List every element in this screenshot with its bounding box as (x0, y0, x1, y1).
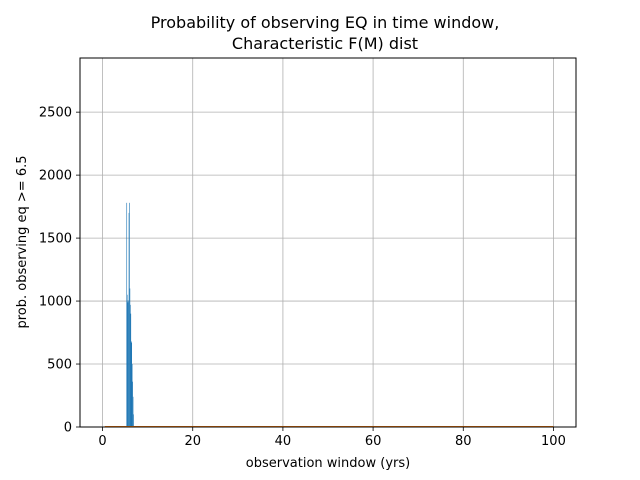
histogram-bar (133, 414, 134, 427)
histogram-bar (127, 300, 129, 427)
x-tick-label: 20 (184, 434, 201, 449)
y-tick-label: 2000 (39, 169, 72, 184)
x-tick-label: 0 (98, 434, 106, 449)
x-tick-label: 60 (365, 434, 382, 449)
x-gridlines (102, 58, 554, 427)
y-tick-label: 1500 (39, 232, 72, 247)
histogram-bar (130, 304, 131, 427)
histogram-bar (131, 364, 133, 427)
x-axis-label: observation window (yrs) (246, 456, 410, 471)
histogram-bar (128, 302, 129, 427)
x-tick-label: 100 (541, 434, 566, 449)
histogram-bar (129, 288, 131, 427)
histogram-bar (132, 381, 133, 427)
y-tick-label: 2500 (39, 106, 72, 121)
y-tick-label: 0 (64, 421, 72, 436)
histogram-bar (128, 212, 130, 427)
histogram-bar (130, 341, 132, 427)
y-tick-label: 1000 (39, 295, 72, 310)
y-axis-label: prob. observing eq >= 6.5 (15, 155, 30, 328)
histogram-bar (132, 396, 134, 427)
histogram-bar (127, 302, 128, 427)
y-tick-label: 500 (47, 358, 72, 373)
histogram-bar (129, 202, 130, 427)
histogram-bar (126, 202, 128, 427)
x-axis-ticks: 0 20 40 60 80 100 (98, 427, 566, 449)
y-axis-ticks: 0 500 1000 1500 2000 2500 (39, 106, 80, 436)
histogram-bar (126, 294, 128, 427)
x-tick-label: 40 (275, 434, 292, 449)
plot-area-frame (79, 57, 577, 428)
histogram-bar (131, 342, 133, 427)
chart-title-line-2: Characteristic F(M) dist (232, 34, 418, 53)
histogram-bars (126, 202, 134, 427)
histogram-bar (130, 313, 132, 427)
x-tick-label: 80 (455, 434, 472, 449)
chart-title-line-1: Probability of observing EQ in time wind… (151, 13, 500, 32)
